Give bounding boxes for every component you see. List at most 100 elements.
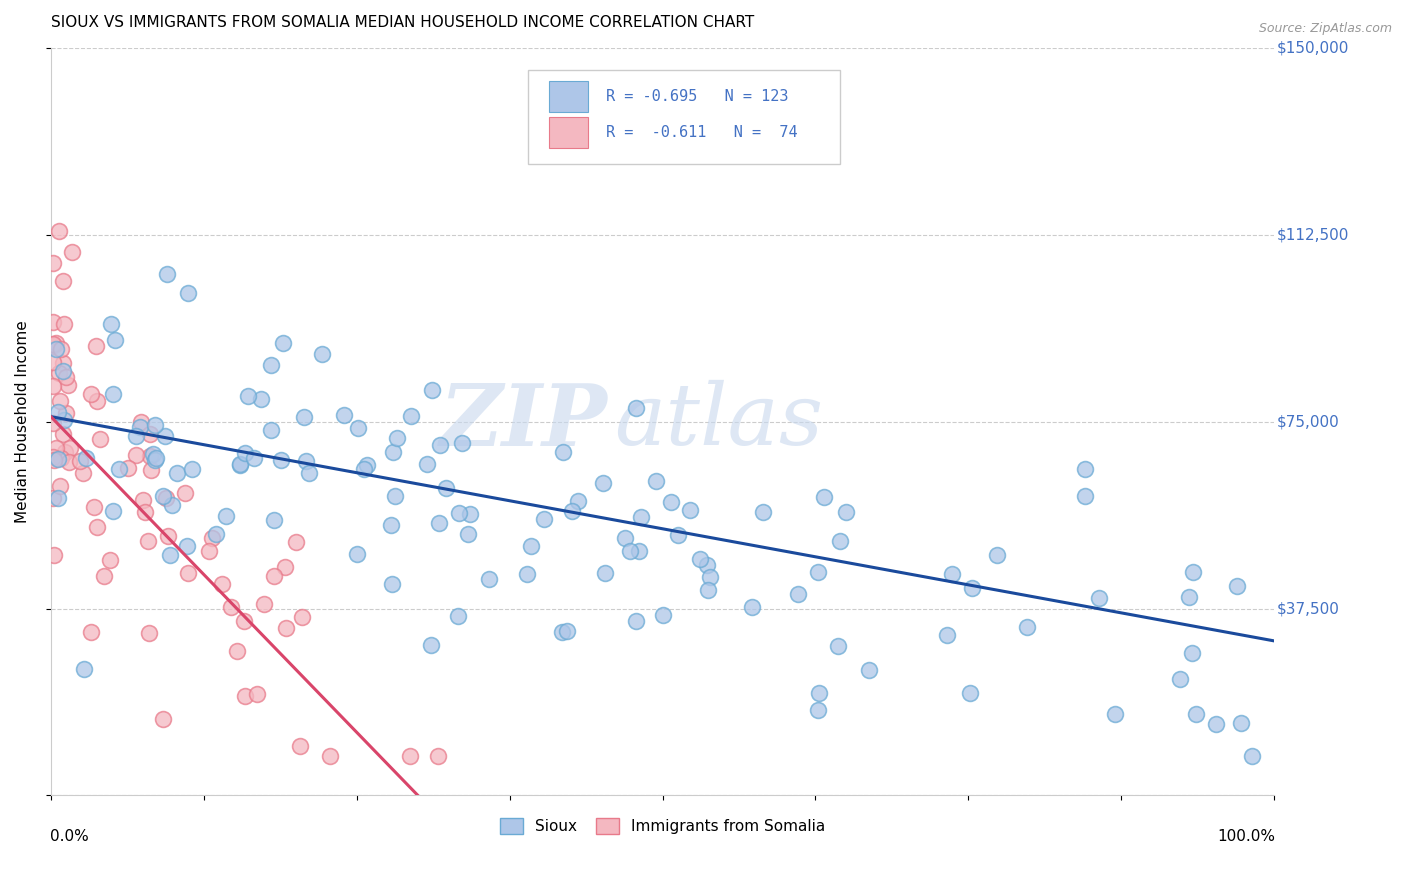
Point <box>666 528 689 542</box>
Point <box>285 534 308 549</box>
Point <box>458 507 481 521</box>
Point <box>813 490 835 504</box>
Point <box>48 491 70 505</box>
Point <box>229 458 252 472</box>
Point <box>270 452 292 467</box>
Point <box>166 467 188 481</box>
Point <box>42 378 65 392</box>
Point <box>651 608 673 623</box>
Text: 100.0%: 100.0% <box>1218 829 1275 844</box>
Point <box>593 566 616 580</box>
Point <box>807 686 830 700</box>
Point <box>250 392 273 407</box>
Point <box>298 467 321 481</box>
Point <box>679 503 702 517</box>
Point <box>86 520 108 534</box>
Point <box>427 516 450 530</box>
Point <box>661 495 683 509</box>
Point <box>807 566 830 580</box>
Legend: Sioux, Immigrants from Somalia: Sioux, Immigrants from Somalia <box>494 812 831 840</box>
Point <box>741 599 763 614</box>
Point <box>419 638 441 652</box>
Point <box>117 461 139 475</box>
Point <box>447 609 470 624</box>
Point <box>1205 717 1227 731</box>
Point <box>385 432 408 446</box>
Point <box>125 448 148 462</box>
Point <box>181 462 204 476</box>
Point <box>42 453 65 467</box>
Point <box>141 463 163 477</box>
Point <box>567 493 589 508</box>
Point <box>827 640 849 654</box>
Text: $75,000: $75,000 <box>1277 414 1340 429</box>
FancyBboxPatch shape <box>529 70 839 164</box>
Point <box>45 441 67 455</box>
Text: $150,000: $150,000 <box>1277 40 1350 55</box>
Point <box>42 354 65 368</box>
Point <box>108 461 131 475</box>
Point <box>962 582 984 596</box>
Point <box>561 504 583 518</box>
Point <box>271 335 294 350</box>
Point <box>858 663 880 677</box>
Point <box>936 628 959 642</box>
Point <box>93 569 115 583</box>
Point <box>176 539 198 553</box>
Point <box>613 531 636 545</box>
Point <box>86 394 108 409</box>
Point <box>319 748 342 763</box>
Text: R =  -0.611   N =  74: R = -0.611 N = 74 <box>606 125 797 140</box>
Point <box>427 748 450 763</box>
Point <box>290 610 312 624</box>
Point <box>83 500 105 514</box>
Point <box>478 572 501 586</box>
Point <box>689 551 711 566</box>
Text: ZIP: ZIP <box>440 380 607 463</box>
Point <box>295 454 318 468</box>
Point <box>399 409 422 424</box>
Point <box>557 624 579 639</box>
Point <box>787 587 810 601</box>
Point <box>143 417 166 432</box>
Point <box>177 566 200 580</box>
Point <box>201 531 224 545</box>
Point <box>60 245 83 260</box>
Point <box>830 533 852 548</box>
Point <box>48 366 70 380</box>
Bar <box>548 81 588 112</box>
Point <box>959 686 981 700</box>
Point <box>52 274 75 288</box>
Point <box>49 479 72 493</box>
Point <box>73 662 96 676</box>
Point <box>1170 672 1192 686</box>
Point <box>42 491 65 505</box>
Point <box>290 739 312 753</box>
Point <box>42 416 65 430</box>
Point <box>752 505 775 519</box>
Point <box>263 513 285 527</box>
Point <box>1015 620 1038 634</box>
Point <box>129 420 152 434</box>
Text: SIOUX VS IMMIGRANTS FROM SOMALIA MEDIAN HOUSEHOLD INCOME CORRELATION CHART: SIOUX VS IMMIGRANTS FROM SOMALIA MEDIAN … <box>51 15 754 30</box>
Point <box>1241 748 1264 763</box>
Point <box>1074 462 1097 476</box>
Point <box>384 489 406 503</box>
Point <box>51 342 73 356</box>
Point <box>100 317 122 331</box>
Point <box>198 543 221 558</box>
Point <box>55 369 77 384</box>
Point <box>101 386 124 401</box>
Point <box>58 455 80 469</box>
Bar <box>548 117 588 148</box>
Point <box>807 703 830 717</box>
Point <box>204 526 226 541</box>
Point <box>129 415 152 429</box>
Point <box>699 570 721 584</box>
Point <box>55 405 77 419</box>
Point <box>215 508 238 523</box>
Text: $37,500: $37,500 <box>1277 601 1340 616</box>
Point <box>152 489 174 503</box>
Point <box>551 624 574 639</box>
Point <box>356 458 378 473</box>
